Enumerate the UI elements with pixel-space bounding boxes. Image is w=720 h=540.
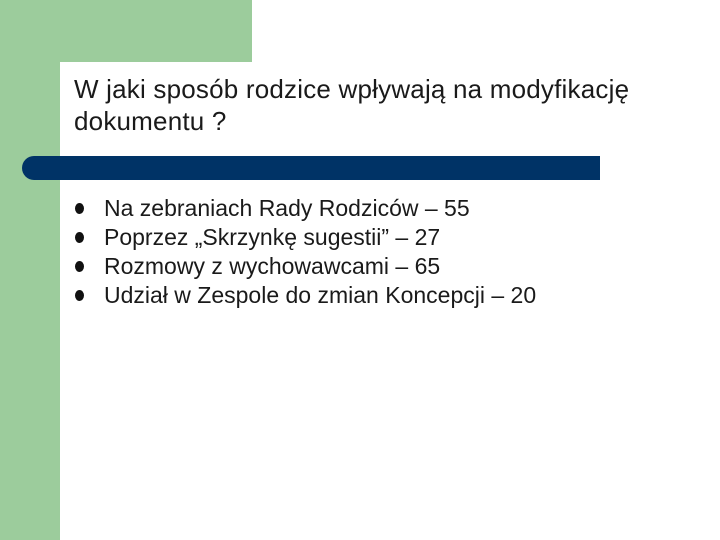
bullet-dot-icon [75,203,84,214]
bullet-dot-icon [75,261,84,272]
list-item: Rozmowy z wychowawcami – 65 [74,252,536,281]
bullet-dot-icon [75,232,84,243]
list-item-text: Na zebraniach Rady Rodziców – 55 [104,195,470,221]
slide-title: W jaki sposób rodzice wpływają na modyfi… [74,74,630,136]
bullet-dot-icon [75,290,84,301]
list-item-text: Udział w Zespole do zmian Koncepcji – 20 [104,282,537,308]
list-item: Poprzez „Skrzynkę sugestii” – 27 [74,223,536,252]
list-item: Na zebraniach Rady Rodziców – 55 [74,194,536,223]
bullet-list: Na zebraniach Rady Rodziców – 55 Poprzez… [74,194,536,310]
list-item-text: Rozmowy z wychowawcami – 65 [104,253,441,279]
content-panel [60,62,720,540]
list-item: Udział w Zespole do zmian Koncepcji – 20 [74,281,536,310]
background-green-left [0,0,60,540]
title-divider-bar [22,156,600,180]
background-green-top [0,0,252,62]
list-item-text: Poprzez „Skrzynkę sugestii” – 27 [104,224,441,250]
